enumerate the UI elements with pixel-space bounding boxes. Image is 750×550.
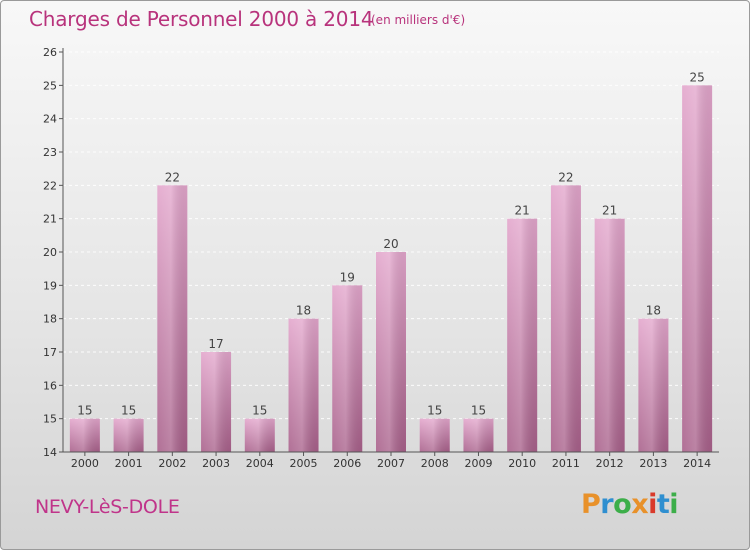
y-tick-label: 19 [43,279,57,292]
x-tick-label: 2000 [71,457,99,470]
bar-shine [113,418,144,452]
x-tick-label: 2005 [290,457,318,470]
location-label: NEVY-LèS-DOLE [35,496,180,518]
data-label: 21 [602,204,617,218]
x-tick-label: 2014 [683,457,711,470]
data-label: 17 [208,337,223,351]
x-tick-label: 2009 [464,457,492,470]
data-label: 15 [427,404,442,418]
bar-shine [244,418,275,452]
logo-letter: P [581,489,601,520]
logo-letter: i [669,489,679,520]
bar-shine [419,418,450,452]
y-tick-label: 15 [43,413,57,426]
bar-shine [638,318,669,452]
proxiti-logo: Proxiti [581,489,679,520]
bar-shine [201,352,232,452]
data-label: 18 [296,304,311,318]
data-label: 25 [689,70,704,84]
data-label: 21 [515,204,530,218]
y-tick-label: 20 [43,246,57,259]
x-tick-label: 2006 [333,457,361,470]
data-label: 15 [77,404,92,418]
y-tick-label: 24 [43,113,57,126]
bars [69,85,713,453]
data-label: 20 [383,237,398,251]
y-tick-label: 22 [43,179,57,192]
x-tick-label: 2002 [158,457,186,470]
y-tick-label: 18 [43,313,57,326]
data-label: 15 [252,404,267,418]
logo-letter: r [600,489,614,520]
y-tick-label: 14 [43,446,57,459]
y-tick-label: 26 [43,46,57,59]
x-tick-label: 2011 [552,457,580,470]
x-tick-label: 2010 [508,457,536,470]
y-tick-label: 25 [43,79,57,92]
bar-shine [288,318,319,452]
y-tick-label: 16 [43,379,57,392]
logo-letter: o [613,489,632,520]
bar-shine [550,185,581,453]
y-tick-label: 21 [43,213,57,226]
axes: 14 15 16 17 18 19 20 21 22 23 24 25 26 2000 2001 2002 20… [43,46,719,470]
bar-shine [507,218,538,452]
y-tick-label: 17 [43,346,57,359]
x-tick-label: 2007 [377,457,405,470]
bar-shine [69,418,100,452]
x-tick-label: 2013 [639,457,667,470]
data-label: 18 [646,304,661,318]
x-tick-label: 2001 [115,457,143,470]
bar-shine [594,218,625,452]
bar-shine [682,85,713,452]
y-tick-label: 23 [43,146,57,159]
data-label: 15 [471,404,486,418]
bar-shine [332,285,363,452]
logo-letter: x [631,489,649,520]
bar-shine [463,418,494,452]
chart-subtitle: (en milliers d'€) [371,13,466,27]
x-tick-label: 2004 [246,457,274,470]
x-tick-label: 2012 [596,457,624,470]
chart-title: Charges de Personnel 2000 à 2014 [29,7,374,31]
data-labels: 15 15 22 17 15 18 19 20 15 15 21 22 21 18 25 [77,70,705,417]
x-tick-label: 2003 [202,457,230,470]
logo-letter: i [648,489,657,520]
bar-shine [376,252,406,452]
x-tick-label: 2008 [421,457,449,470]
data-label: 15 [121,404,136,418]
logo-letter: t [656,489,670,520]
data-label: 19 [340,270,355,284]
data-label: 22 [165,170,180,184]
bar-shine [157,185,188,453]
data-label: 22 [558,170,573,184]
